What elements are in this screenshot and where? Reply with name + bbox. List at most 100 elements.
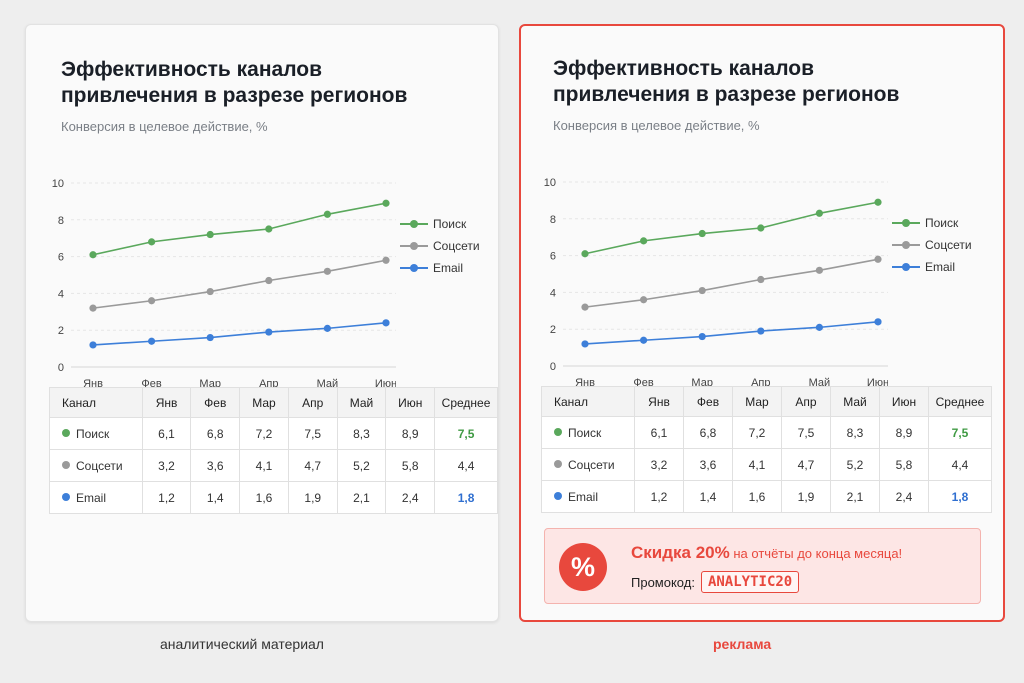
value-cell: 4,7 [287, 449, 338, 482]
value-cell: 6,8 [683, 416, 733, 449]
legend-item: Соцсети [400, 235, 480, 257]
value-cell: 1,4 [190, 481, 241, 514]
value-cell: 1,9 [287, 481, 338, 514]
channel-cell: Соцсети [541, 448, 635, 481]
y-tick-label: 10 [52, 178, 64, 190]
x-tick-label: Янв [575, 377, 595, 388]
column-header: Канал [541, 386, 635, 417]
promo-headline: Скидка 20% на отчёты до конца месяца! [631, 543, 902, 563]
column-header: Фев [190, 387, 241, 418]
y-tick-label: 4 [58, 288, 64, 300]
column-header: Канал [49, 387, 143, 418]
column-header: Мар [732, 386, 782, 417]
x-tick-label: Мар [199, 378, 221, 389]
channel-cell: Email [541, 480, 635, 513]
series-dot-icon [62, 493, 70, 502]
series-line [584, 258, 879, 308]
y-tick-label: 2 [58, 325, 64, 337]
series-line [92, 202, 387, 256]
data-point [206, 287, 214, 296]
column-header: Июн [879, 386, 929, 417]
value-cell: 1,6 [732, 480, 782, 513]
data-point [323, 324, 331, 332]
value-cell: 8,9 [385, 417, 436, 450]
average-cell: 7,5 [928, 416, 992, 449]
value-cell: 5,2 [336, 449, 387, 482]
table-header-row: Канал Янв Фев Мар Апр Май Июн Среднее [541, 386, 992, 417]
value-cell: 5,8 [879, 448, 929, 481]
report-title: Эффективность каналов привлечения в разр… [553, 57, 900, 106]
data-point [640, 237, 648, 245]
data-point [323, 210, 331, 218]
legend-item: Email [892, 256, 972, 278]
value-cell: 3,6 [683, 448, 733, 481]
promo-code[interactable]: ANALYTIC20 [700, 571, 800, 593]
channel-label: Соцсети [76, 458, 123, 473]
x-tick-label: Май [809, 377, 831, 388]
y-tick-label: 6 [58, 252, 64, 264]
legend-label: Соцсети [433, 239, 480, 253]
promo-discount: Скидка 20% [631, 543, 730, 562]
value-cell: 2,4 [385, 481, 436, 514]
column-header: Июн [385, 387, 436, 418]
series-dot-icon [62, 461, 70, 470]
series-dot-icon [554, 428, 562, 437]
legend-item: Email [400, 257, 480, 279]
x-tick-label: Июн [867, 377, 888, 388]
channel-label: Поиск [76, 426, 110, 441]
channel-cell: Поиск [49, 417, 143, 450]
x-tick-label: Апр [751, 377, 770, 388]
data-point [382, 199, 390, 207]
legend-marker-icon [892, 261, 920, 273]
value-cell: 7,2 [732, 416, 782, 449]
channel-label: Поиск [568, 425, 602, 440]
value-cell: 6,8 [190, 417, 241, 450]
report-title: Эффективность каналов привлечения в разр… [61, 58, 408, 107]
value-cell: 7,2 [239, 417, 289, 450]
legend-marker-icon [400, 218, 428, 230]
x-tick-label: Май [317, 378, 339, 389]
column-header: Среднее [434, 387, 498, 418]
data-table: Канал Янв Фев Мар Апр Май Июн Среднее Поиск 6,1 6,… [49, 387, 498, 514]
promo-headline-rest: на отчёты до конца месяца! [733, 546, 903, 561]
y-tick-label: 0 [550, 361, 556, 373]
value-cell: 8,3 [830, 416, 880, 449]
value-cell: 4,7 [781, 448, 831, 481]
value-cell: 4,1 [239, 449, 289, 482]
caption-right: реклама [713, 636, 772, 652]
data-point [148, 337, 156, 345]
y-tick-label: 2 [550, 324, 556, 336]
value-cell: 1,6 [239, 481, 289, 514]
data-point [874, 255, 882, 263]
table-row: Соцсети 3,2 3,6 4,1 4,7 5,2 5,8 4,4 [49, 449, 498, 482]
value-cell: 7,5 [287, 417, 338, 450]
value-cell: 2,4 [879, 480, 929, 513]
value-cell: 7,5 [781, 416, 831, 449]
legend-marker-icon [892, 239, 920, 251]
value-cell: 2,1 [830, 480, 880, 513]
x-tick-label: Июн [375, 378, 396, 389]
channel-cell: Соцсети [49, 449, 143, 482]
promo-banner[interactable]: % Скидка 20% на отчёты до конца месяца! … [544, 528, 981, 604]
data-point [89, 341, 97, 349]
y-tick-label: 0 [58, 362, 64, 374]
table-row: Email 1,2 1,4 1,6 1,9 2,1 2,4 1,8 [49, 481, 498, 514]
series-line [584, 201, 879, 255]
series-dot-icon [62, 429, 70, 438]
y-tick-label: 10 [544, 177, 556, 189]
column-header: Май [830, 386, 880, 417]
value-cell: 8,9 [879, 416, 929, 449]
x-tick-label: Фев [141, 378, 161, 389]
legend-marker-icon [400, 240, 428, 252]
column-header: Май [336, 387, 387, 418]
chart-legend: Поиск Соцсети Email [892, 212, 972, 278]
value-cell: 4,1 [732, 448, 782, 481]
column-header: Янв [141, 387, 192, 418]
legend-item: Поиск [892, 212, 972, 234]
value-cell: 2,1 [336, 481, 387, 514]
legend-label: Поиск [925, 216, 959, 230]
value-cell: 1,2 [634, 480, 684, 513]
table-row: Email 1,2 1,4 1,6 1,9 2,1 2,4 1,8 [541, 480, 992, 513]
report-subtitle: Конверсия в целевое действие, % [553, 118, 760, 133]
average-cell: 4,4 [434, 449, 498, 482]
